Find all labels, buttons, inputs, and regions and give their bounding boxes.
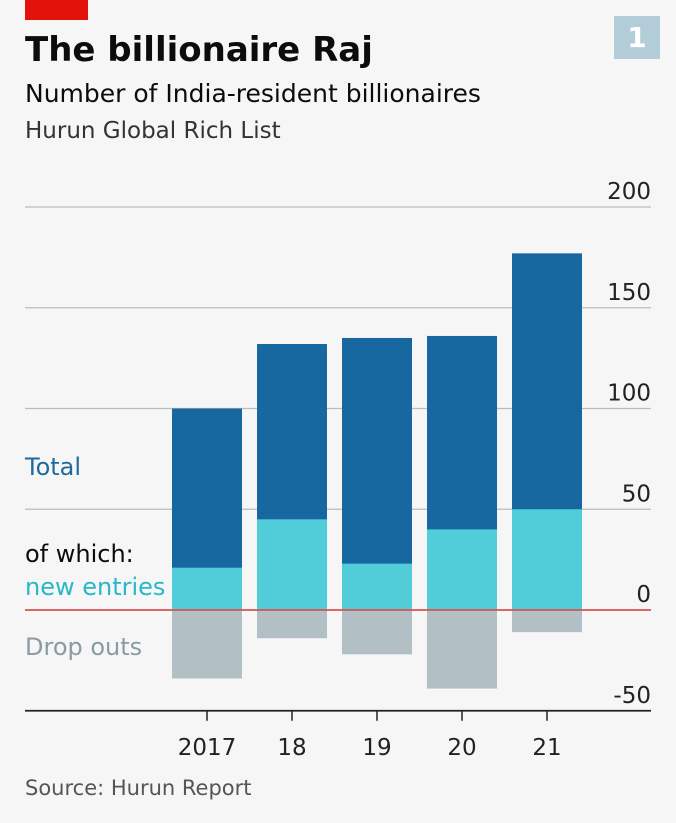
x-tick-label: 21 — [532, 735, 561, 761]
y-tick-label: 50 — [622, 481, 651, 507]
y-tick-label: 0 — [636, 582, 651, 608]
bar-new-entries-18 — [257, 519, 327, 610]
accent-bar — [25, 0, 88, 20]
chart-number-badge: 1 — [614, 16, 660, 59]
chart-title: The billionaire Raj — [25, 30, 373, 70]
x-tick-label: 18 — [277, 735, 306, 761]
bar-drop-outs-21 — [512, 610, 582, 633]
x-tick-label: 20 — [447, 735, 476, 761]
bar-drop-outs-20 — [427, 610, 497, 689]
chart-subtitle-source-list: Hurun Global Rich List — [25, 118, 281, 144]
legend-total: Total — [25, 453, 82, 481]
x-tick-label: 2017 — [178, 735, 237, 761]
source-note: Source: Hurun Report — [25, 776, 252, 800]
y-tick-label: 150 — [607, 280, 651, 306]
tick-labels: 200 150 100 50 0 -50 2017 18 19 20 21 — [178, 179, 651, 761]
y-tick-label: -50 — [613, 683, 651, 709]
x-tick-label: 19 — [362, 735, 391, 761]
legend-drop-outs: Drop outs — [25, 633, 143, 661]
bar-drop-outs-2017 — [172, 610, 242, 679]
bar-new-entries-19 — [342, 563, 412, 610]
bar-new-entries-21 — [512, 509, 582, 610]
y-tick-label: 200 — [607, 179, 651, 205]
axes — [25, 609, 651, 721]
chart-subtitle: Number of India-resident billionaires — [25, 79, 481, 108]
bar-drop-outs-18 — [257, 610, 327, 639]
bar-new-entries-2017 — [172, 567, 242, 610]
bars — [172, 253, 582, 689]
bar-new-entries-20 — [427, 529, 497, 610]
y-tick-label: 100 — [607, 381, 651, 407]
legend-of-which: of which: — [25, 540, 134, 568]
bar-drop-outs-19 — [342, 610, 412, 655]
legend-new-entries: new entries — [25, 573, 166, 601]
